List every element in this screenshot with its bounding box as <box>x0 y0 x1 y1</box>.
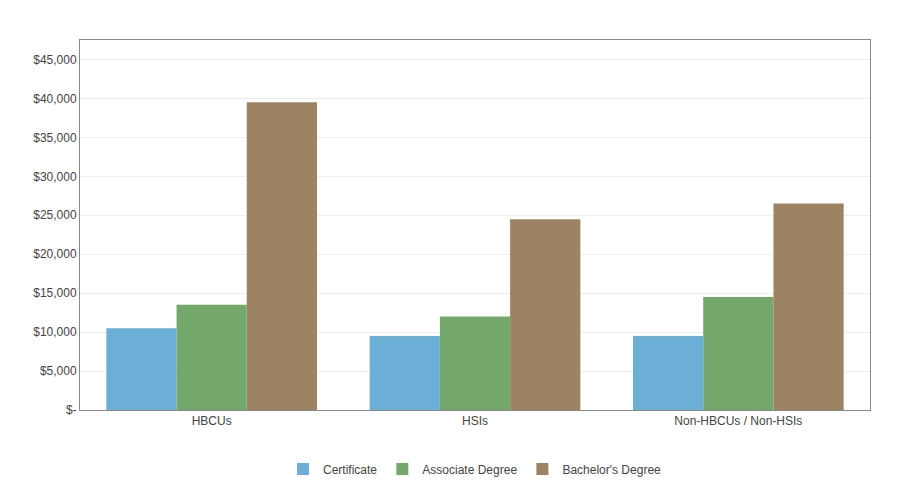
svg-text:Non-HBCUs / Non-HSIs: Non-HBCUs / Non-HSIs <box>674 414 802 428</box>
svg-text:Bachelor's Degree: Bachelor's Degree <box>562 463 661 477</box>
svg-text:$45,000: $45,000 <box>33 53 77 67</box>
svg-text:$40,000: $40,000 <box>33 92 77 106</box>
svg-text:Certificate: Certificate <box>323 463 377 477</box>
svg-text:$15,000: $15,000 <box>33 286 77 300</box>
svg-text:$20,000: $20,000 <box>33 247 77 261</box>
svg-text:$5,000: $5,000 <box>40 364 77 378</box>
svg-text:$30,000: $30,000 <box>33 170 77 184</box>
svg-text:HBCUs: HBCUs <box>192 414 232 428</box>
svg-text:Associate Degree: Associate Degree <box>422 463 517 477</box>
svg-text:HSIs: HSIs <box>462 414 488 428</box>
svg-text:$25,000: $25,000 <box>33 208 77 222</box>
svg-text:$-: $- <box>66 403 77 417</box>
svg-text:$10,000: $10,000 <box>33 325 77 339</box>
svg-text:$35,000: $35,000 <box>33 131 77 145</box>
